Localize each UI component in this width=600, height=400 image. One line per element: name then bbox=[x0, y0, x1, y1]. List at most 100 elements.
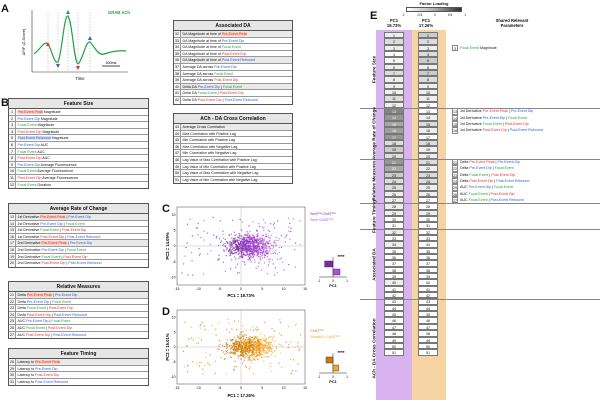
row-text-part: Average Cross Correlation bbox=[182, 125, 225, 129]
scatter-point bbox=[294, 346, 296, 349]
row-text-part: Duration bbox=[36, 182, 52, 187]
row-text-part: AUC bbox=[36, 149, 45, 154]
scatter-point bbox=[257, 353, 260, 355]
x-tick-label: 0 bbox=[240, 287, 242, 291]
row-number: 40 bbox=[174, 83, 181, 90]
scatter-point bbox=[263, 238, 266, 240]
table-row: 6 Pre-Event Dip AUC bbox=[9, 141, 148, 149]
scatter-point bbox=[241, 362, 244, 365]
scatter-point bbox=[268, 237, 270, 239]
scatter-point bbox=[187, 364, 190, 366]
loading-cell: 47 bbox=[384, 323, 404, 331]
scatter-point bbox=[270, 253, 272, 255]
scatter-point bbox=[219, 343, 221, 346]
row-text-part: Latency to bbox=[17, 373, 36, 378]
assoc-da-title: Associated DA bbox=[174, 21, 292, 31]
scatter-point bbox=[250, 353, 253, 356]
row-text: Pre-Event Peak Magnitude bbox=[16, 109, 148, 115]
row-text-part: | bbox=[50, 312, 54, 317]
scatter-point bbox=[224, 270, 227, 273]
row-text-part: | bbox=[487, 198, 491, 203]
table-row: 2 Pre-Event Dip Magnitude bbox=[9, 115, 148, 123]
row-text-part: | bbox=[220, 84, 223, 89]
row-text-part: Post-Event Dip bbox=[17, 156, 42, 161]
scatter-point bbox=[248, 342, 250, 345]
shared-title: Shared Relevant bbox=[495, 18, 529, 23]
scatter-point bbox=[234, 241, 236, 243]
scatter-point bbox=[253, 238, 256, 241]
scatter-point bbox=[271, 370, 273, 373]
table-row: 1 Pre-Event Peak Magnitude bbox=[9, 109, 148, 116]
scatter-point bbox=[278, 343, 280, 346]
row-text-part: Post-Event Dip bbox=[469, 179, 494, 184]
row-number: 3 bbox=[9, 122, 16, 128]
row-text-part: | bbox=[506, 128, 510, 133]
y-tick-label: -10 bbox=[171, 275, 176, 279]
scatter-point bbox=[235, 366, 238, 368]
scatter-point bbox=[238, 233, 240, 235]
row-text-part: Pre-Event Dip bbox=[469, 166, 492, 171]
row-number: 23 bbox=[9, 305, 16, 311]
scatter-point bbox=[255, 248, 257, 251]
scatter-point bbox=[292, 218, 294, 220]
table-row: 11 Post-Event Dip Average Fluorescence bbox=[9, 174, 148, 182]
scatter-point bbox=[242, 337, 244, 340]
y-tick-label: 5 bbox=[174, 330, 176, 334]
scatter-point bbox=[231, 245, 234, 247]
scatter-point bbox=[263, 239, 265, 242]
scatter-point bbox=[252, 221, 254, 223]
panel-d: -15 -10 -5 0 5 10 15 10 5 0 -5 -10 PC1 = 17.26% PC… bbox=[165, 308, 365, 400]
scatter-point bbox=[272, 245, 275, 247]
scatter-point bbox=[249, 344, 251, 346]
scatter-point bbox=[267, 229, 269, 232]
shared-param-text: AUC Focal Event | Post-Event Rebound bbox=[460, 197, 524, 203]
scatter-point bbox=[245, 336, 248, 339]
row-number: 50 bbox=[174, 170, 181, 176]
scatter-point bbox=[270, 234, 272, 237]
scatter-c-xticks: -15 -10 -5 0 5 10 15 bbox=[175, 287, 307, 291]
loading-cell: 11 bbox=[418, 95, 438, 102]
row-text: Min Correlation with Positive Lag bbox=[181, 137, 292, 143]
cross-corr-table: ACh - DA Cross Correlation 43 Average Cro… bbox=[173, 113, 293, 185]
scatter-point bbox=[239, 250, 241, 252]
row-number: 20 bbox=[9, 260, 16, 267]
relative-table: Relative Measures 21 Delta Pre-Event Peak… bbox=[8, 281, 149, 340]
scatter-point bbox=[290, 227, 292, 229]
scatter-point bbox=[205, 357, 207, 359]
scatter-point bbox=[235, 252, 237, 254]
scatter-point bbox=[248, 225, 250, 227]
shared-param-text: 1st Derivative Focal Event | Post-Event … bbox=[460, 121, 529, 127]
row-number: 1 bbox=[9, 109, 16, 115]
row-text-part: DA Magnitude at time of bbox=[182, 45, 222, 50]
scatter-point bbox=[269, 247, 271, 250]
scatter-point bbox=[249, 338, 252, 341]
row-text-part: Pre-Event Dip bbox=[68, 215, 91, 219]
scatter-point bbox=[220, 356, 222, 359]
loading-cell: 31 bbox=[418, 222, 438, 229]
loading-cell: 1 bbox=[418, 32, 438, 39]
scatter-point bbox=[273, 335, 275, 337]
scatter-point bbox=[200, 324, 202, 326]
row-text-part: Focal Event bbox=[17, 123, 37, 128]
row-text-part: DA Magnitude at time of bbox=[182, 51, 222, 56]
scatter-point bbox=[248, 368, 250, 370]
scatter-point bbox=[273, 251, 276, 253]
scatter-point bbox=[243, 244, 245, 246]
row-number: 9 bbox=[9, 161, 16, 168]
scatter-point bbox=[285, 341, 287, 343]
scatter-point bbox=[192, 339, 194, 341]
loading-cell: 50 bbox=[384, 342, 404, 350]
scatter-point bbox=[269, 348, 272, 350]
scatter-d-ylabel: PC2 = 15.01% bbox=[165, 333, 170, 360]
loading-cell: 46 bbox=[418, 317, 438, 324]
scatter-point bbox=[287, 325, 290, 328]
scatter-point bbox=[266, 273, 268, 275]
scatter-point bbox=[233, 350, 235, 352]
panel-letter-d: D bbox=[162, 306, 170, 318]
scatter-point bbox=[233, 368, 235, 370]
scatter-point bbox=[256, 238, 258, 240]
scatter-point bbox=[265, 241, 267, 243]
scatter-point bbox=[181, 272, 183, 274]
scatter-point bbox=[278, 362, 280, 364]
scatter-point bbox=[276, 258, 279, 260]
